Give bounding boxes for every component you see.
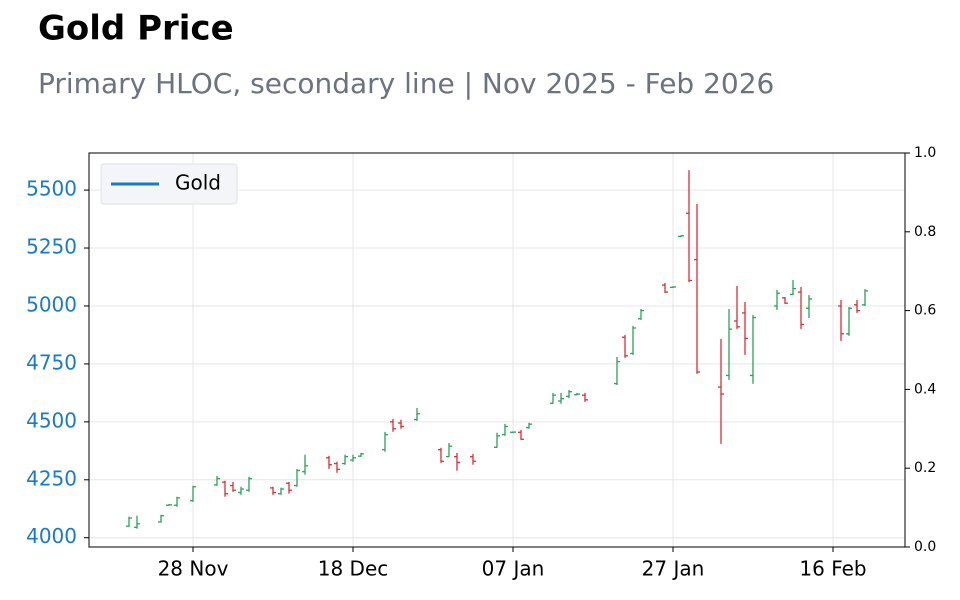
y-tick-label: 5250 [26, 235, 77, 259]
y-tick-label: 4000 [26, 524, 77, 548]
plot-frame [88, 152, 906, 548]
y2-tick-label: 0.6 [914, 303, 936, 319]
legend-box [100, 163, 238, 205]
y2-tick-label: 0.8 [914, 224, 936, 240]
chart-title: Gold Price [38, 9, 234, 49]
y-tick-label: 5000 [26, 292, 77, 316]
chart-subtitle: Primary HLOC, secondary line | Nov 2025 … [38, 67, 774, 100]
y-tick-label: 4750 [26, 350, 77, 374]
y-tick-label: 4250 [26, 466, 77, 490]
y2-tick-label: 0.0 [914, 539, 936, 555]
x-tick-label: 28 Nov [158, 557, 229, 581]
y-tick-label: 5500 [26, 177, 77, 201]
x-tick-label: 07 Jan [482, 557, 545, 581]
y2-tick-label: 0.4 [914, 381, 936, 397]
y-tick-label: 4500 [26, 408, 77, 432]
x-tick-label: 18 Dec [318, 557, 389, 581]
x-tick-label: 16 Feb [799, 557, 866, 581]
y2-tick-label: 1.0 [914, 145, 936, 161]
x-tick-label: 27 Jan [642, 557, 705, 581]
y2-tick-label: 0.2 [914, 460, 936, 476]
legend-label: Gold [175, 171, 221, 195]
